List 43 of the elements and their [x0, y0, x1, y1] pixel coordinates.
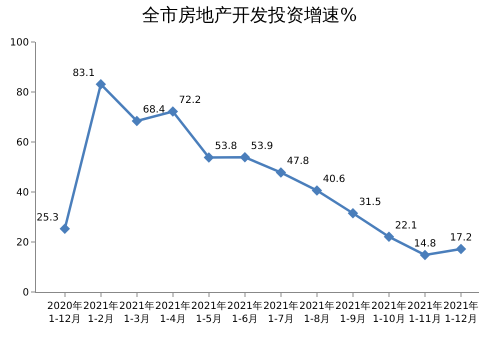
y-tick-label: 0 — [22, 288, 29, 298]
x-tick-label: 2021年 1-10月 — [371, 300, 407, 325]
x-tick-label: 2021年 1-3月 — [119, 300, 155, 325]
data-label: 31.5 — [358, 196, 382, 208]
x-tick-label: 2021年 1-5月 — [191, 300, 227, 325]
x-tick-label: 2021年 1-2月 — [83, 300, 119, 325]
point — [420, 250, 430, 260]
x-tick-label: 2021年 1-8月 — [299, 300, 335, 325]
y-tick-label: 80 — [16, 88, 29, 98]
x-tick-label: 2021年 1-12月 — [443, 300, 479, 325]
point — [312, 185, 322, 196]
point — [384, 232, 394, 242]
y-tick-label: 40 — [16, 188, 29, 198]
data-label: 68.4 — [142, 104, 166, 116]
data-label: 72.2 — [178, 95, 202, 106]
x-tick-label: 2021年 1-6月 — [227, 300, 263, 325]
point — [456, 244, 466, 254]
data-label: 47.8 — [286, 156, 310, 167]
point — [240, 152, 250, 162]
point — [204, 152, 214, 163]
x-tick-label: 2021年 1-7月 — [263, 300, 299, 325]
data-label: 83.1 — [72, 68, 95, 79]
y-tick-label: 20 — [16, 238, 29, 248]
point — [348, 208, 358, 218]
point — [60, 224, 70, 234]
x-tick-label: 2021年 1-9月 — [335, 300, 371, 325]
point — [168, 106, 178, 117]
data-label: 53.9 — [250, 140, 274, 152]
y-tick-label: 100 — [10, 38, 29, 48]
point — [276, 167, 286, 178]
data-label: 22.1 — [394, 220, 418, 232]
data-label: 17.2 — [450, 232, 472, 244]
data-label: 53.8 — [214, 141, 238, 152]
data-label: 40.6 — [322, 174, 346, 185]
x-tick-label: 2021年 1-11月 — [407, 300, 443, 325]
data-label: 25.3 — [36, 212, 59, 224]
y-tick-label: 60 — [16, 138, 29, 148]
point — [96, 79, 106, 90]
point — [132, 116, 142, 126]
x-tick-label: 2021年 1-4月 — [155, 300, 191, 325]
data-label: 14.8 — [414, 238, 436, 250]
chart-title: 全市房地产开发投资增速% — [142, 5, 358, 26]
x-tick-label: 2020年 1-12月 — [47, 300, 83, 325]
